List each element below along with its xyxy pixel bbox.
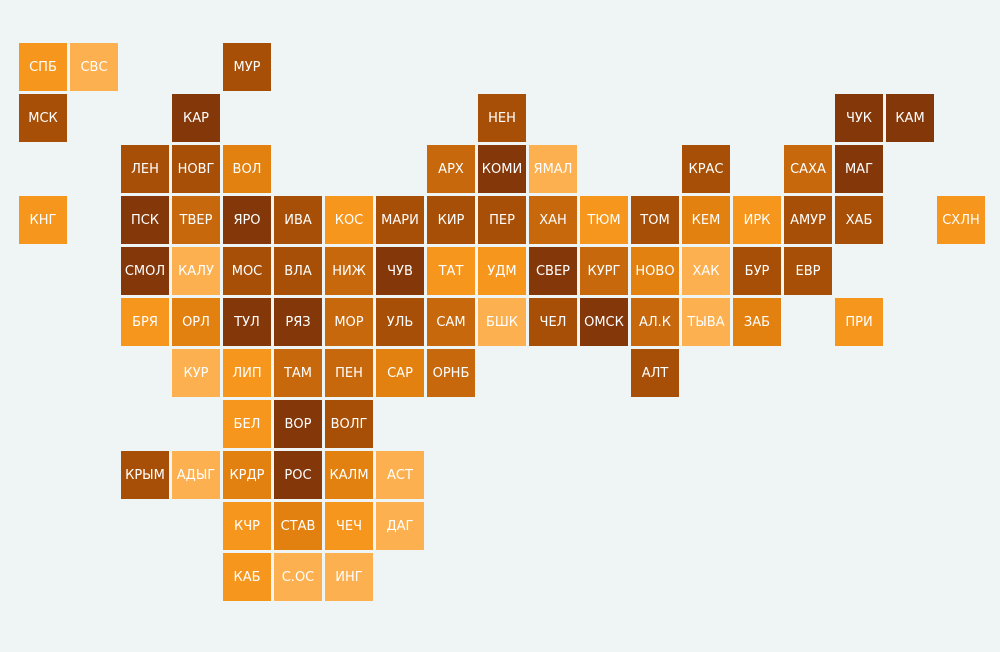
region-tile[interactable]: ВОЛГ <box>325 400 373 448</box>
region-tile[interactable]: АДЫГ <box>172 451 220 499</box>
region-tile[interactable]: ОРНБ <box>427 349 475 397</box>
region-tile[interactable]: ОМСК <box>580 298 628 346</box>
region-tile[interactable]: ПЕР <box>478 196 526 244</box>
region-tile[interactable]: МСК <box>19 94 67 142</box>
region-tile[interactable]: ЧЕЛ <box>529 298 577 346</box>
region-tile[interactable]: БЕЛ <box>223 400 271 448</box>
region-tile[interactable]: КУР <box>172 349 220 397</box>
region-tile[interactable]: АМУР <box>784 196 832 244</box>
region-tile[interactable]: МОС <box>223 247 271 295</box>
region-tile[interactable]: ЛЕН <box>121 145 169 193</box>
region-tile[interactable]: КЕМ <box>682 196 730 244</box>
region-tile[interactable]: КАР <box>172 94 220 142</box>
region-tile[interactable]: АЛ.К <box>631 298 679 346</box>
region-tile[interactable]: КРДР <box>223 451 271 499</box>
region-tile[interactable]: ХАН <box>529 196 577 244</box>
region-tile[interactable]: МАРИ <box>376 196 424 244</box>
region-tile[interactable]: ТАМ <box>274 349 322 397</box>
region-tile[interactable]: НИЖ <box>325 247 373 295</box>
region-tile[interactable]: СВЕР <box>529 247 577 295</box>
region-tile[interactable]: КУРГ <box>580 247 628 295</box>
region-tile[interactable]: ВОЛ <box>223 145 271 193</box>
region-tile[interactable]: САХА <box>784 145 832 193</box>
region-tile[interactable]: СПБ <box>19 43 67 91</box>
region-tile[interactable]: ИВА <box>274 196 322 244</box>
region-tile[interactable]: ЧУВ <box>376 247 424 295</box>
region-tile[interactable]: ХАК <box>682 247 730 295</box>
region-tile[interactable]: УЛЬ <box>376 298 424 346</box>
region-tile[interactable]: САМ <box>427 298 475 346</box>
region-tile[interactable]: СВС <box>70 43 118 91</box>
region-tile[interactable]: МОР <box>325 298 373 346</box>
region-tile[interactable]: ПЕН <box>325 349 373 397</box>
region-tile[interactable]: НОВО <box>631 247 679 295</box>
region-tile[interactable]: ИРК <box>733 196 781 244</box>
region-tile[interactable]: ЯМАЛ <box>529 145 577 193</box>
region-tile[interactable]: КОМИ <box>478 145 526 193</box>
region-tile[interactable]: КАЛМ <box>325 451 373 499</box>
region-tile[interactable]: КАБ <box>223 553 271 601</box>
region-tile[interactable]: ЗАБ <box>733 298 781 346</box>
region-tile[interactable]: КЧР <box>223 502 271 550</box>
region-tile[interactable]: ВОР <box>274 400 322 448</box>
region-tile[interactable]: С.ОС <box>274 553 322 601</box>
region-tile[interactable]: ЕВР <box>784 247 832 295</box>
region-tile[interactable]: ТЫВА <box>682 298 730 346</box>
region-tile[interactable]: КНГ <box>19 196 67 244</box>
region-tile[interactable]: ЧЕЧ <box>325 502 373 550</box>
region-tile[interactable]: БШК <box>478 298 526 346</box>
region-tile[interactable]: ИНГ <box>325 553 373 601</box>
region-tile[interactable]: БРЯ <box>121 298 169 346</box>
region-tile[interactable]: АЛТ <box>631 349 679 397</box>
region-tile[interactable]: УДМ <box>478 247 526 295</box>
region-tile[interactable]: ХАБ <box>835 196 883 244</box>
region-tile[interactable]: ДАГ <box>376 502 424 550</box>
region-tile[interactable]: ТАТ <box>427 247 475 295</box>
region-tile[interactable]: КРЫМ <box>121 451 169 499</box>
region-tile[interactable]: КОС <box>325 196 373 244</box>
region-tile[interactable]: КИР <box>427 196 475 244</box>
region-tile[interactable]: НЕН <box>478 94 526 142</box>
region-tile[interactable]: ЯРО <box>223 196 271 244</box>
region-tile[interactable]: РОС <box>274 451 322 499</box>
region-tile[interactable]: САР <box>376 349 424 397</box>
region-tile[interactable]: АРХ <box>427 145 475 193</box>
region-tile[interactable]: КАМ <box>886 94 934 142</box>
region-tile[interactable]: НОВГ <box>172 145 220 193</box>
region-tile[interactable]: СМОЛ <box>121 247 169 295</box>
region-tile[interactable]: СХЛН <box>937 196 985 244</box>
region-tile[interactable]: ЧУК <box>835 94 883 142</box>
region-tile[interactable]: ЛИП <box>223 349 271 397</box>
region-tile[interactable]: РЯЗ <box>274 298 322 346</box>
region-tile[interactable]: МАГ <box>835 145 883 193</box>
region-tile[interactable]: ПРИ <box>835 298 883 346</box>
region-tile[interactable]: АСТ <box>376 451 424 499</box>
region-tile[interactable]: КАЛУ <box>172 247 220 295</box>
region-tile[interactable]: ВЛА <box>274 247 322 295</box>
region-tile[interactable]: ТУЛ <box>223 298 271 346</box>
region-tile[interactable]: ТВЕР <box>172 196 220 244</box>
region-tile[interactable]: ТОМ <box>631 196 679 244</box>
region-tile[interactable]: КРАС <box>682 145 730 193</box>
region-tile[interactable]: ПСК <box>121 196 169 244</box>
region-tile[interactable]: МУР <box>223 43 271 91</box>
region-tile[interactable]: ОРЛ <box>172 298 220 346</box>
region-tile[interactable]: СТАВ <box>274 502 322 550</box>
region-tile[interactable]: БУР <box>733 247 781 295</box>
region-tile[interactable]: ТЮМ <box>580 196 628 244</box>
